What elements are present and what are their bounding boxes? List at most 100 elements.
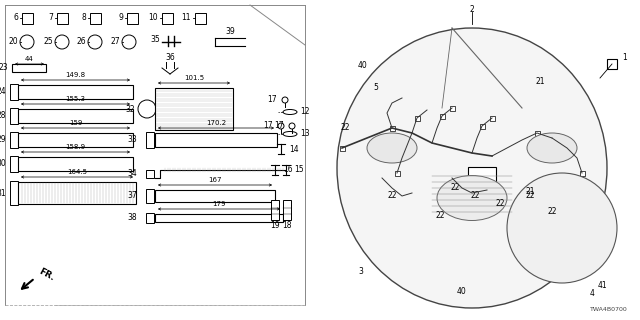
Ellipse shape — [283, 132, 297, 137]
Text: 3: 3 — [358, 268, 363, 276]
Circle shape — [55, 35, 69, 49]
Bar — [490, 116, 495, 121]
Text: 27: 27 — [110, 36, 120, 45]
Text: 18: 18 — [282, 221, 292, 230]
Text: 21: 21 — [525, 188, 535, 196]
Text: 37: 37 — [127, 191, 137, 201]
Bar — [415, 116, 419, 121]
Text: 35: 35 — [150, 36, 160, 44]
Text: 14: 14 — [289, 145, 299, 154]
Bar — [195, 12, 205, 23]
Text: 5: 5 — [373, 83, 378, 92]
Text: 25: 25 — [44, 36, 53, 45]
Bar — [146, 213, 154, 223]
Bar — [18, 157, 133, 171]
Text: 39: 39 — [225, 28, 235, 36]
Ellipse shape — [437, 175, 507, 220]
Bar — [146, 170, 154, 178]
Text: 6: 6 — [13, 12, 18, 21]
Text: 20: 20 — [8, 36, 18, 45]
Text: 17: 17 — [275, 122, 284, 131]
Text: 12: 12 — [300, 108, 310, 116]
Bar — [18, 133, 133, 147]
Text: 16: 16 — [283, 165, 292, 174]
Text: 21: 21 — [535, 77, 545, 86]
Bar — [271, 200, 279, 220]
Text: 22: 22 — [495, 199, 505, 209]
Circle shape — [289, 123, 295, 129]
Text: 31: 31 — [0, 188, 6, 197]
Bar — [468, 167, 496, 189]
Text: 40: 40 — [358, 61, 368, 70]
Text: 10: 10 — [148, 12, 158, 21]
Text: 22: 22 — [451, 183, 460, 193]
Bar — [146, 132, 154, 148]
Ellipse shape — [367, 133, 417, 163]
Text: 11: 11 — [182, 12, 191, 21]
Bar — [479, 124, 484, 129]
Text: 15: 15 — [294, 165, 303, 174]
Bar — [146, 189, 154, 203]
Text: 2: 2 — [470, 5, 474, 14]
Bar — [155, 88, 233, 130]
Text: 34: 34 — [127, 170, 137, 179]
Bar — [283, 200, 291, 220]
Text: 22: 22 — [340, 124, 349, 132]
Bar — [155, 133, 277, 147]
Bar — [550, 135, 554, 140]
Text: 17: 17 — [268, 95, 277, 105]
Text: 7: 7 — [48, 12, 53, 21]
Circle shape — [507, 173, 617, 283]
Bar — [534, 131, 540, 135]
Bar — [449, 106, 454, 110]
Bar — [12, 64, 46, 72]
Text: 38: 38 — [127, 213, 137, 222]
Text: 4: 4 — [590, 289, 595, 298]
Ellipse shape — [337, 28, 607, 308]
Bar — [56, 12, 67, 23]
Text: 22: 22 — [387, 191, 397, 201]
Text: 22: 22 — [470, 191, 480, 201]
Text: 13: 13 — [300, 130, 310, 139]
Bar — [394, 171, 399, 175]
Ellipse shape — [527, 133, 577, 163]
Text: 179: 179 — [212, 201, 226, 207]
Text: FR.: FR. — [37, 267, 56, 283]
Bar — [18, 182, 136, 204]
Text: 26: 26 — [76, 36, 86, 45]
Bar — [10, 84, 18, 100]
Text: 29: 29 — [0, 135, 6, 145]
Text: 28: 28 — [0, 111, 6, 121]
Bar — [607, 59, 617, 69]
Text: 41: 41 — [598, 281, 607, 290]
Text: 44: 44 — [24, 56, 33, 62]
Circle shape — [282, 97, 288, 103]
Bar — [18, 109, 133, 123]
Text: 149.8: 149.8 — [65, 72, 86, 78]
Bar — [155, 214, 283, 222]
Text: 40: 40 — [457, 287, 467, 297]
Text: 36: 36 — [165, 53, 175, 62]
Text: 159: 159 — [69, 120, 82, 126]
Text: 158.9: 158.9 — [65, 144, 86, 150]
Bar — [155, 190, 275, 202]
Ellipse shape — [283, 109, 297, 115]
Text: 24: 24 — [0, 87, 6, 97]
Bar — [10, 181, 18, 205]
Text: 170.2: 170.2 — [206, 120, 226, 126]
Bar — [440, 114, 445, 118]
Bar — [161, 12, 173, 23]
Text: 164.5: 164.5 — [67, 169, 87, 175]
Bar — [339, 146, 344, 150]
Text: 8: 8 — [81, 12, 86, 21]
Circle shape — [278, 123, 284, 129]
Text: 9: 9 — [118, 12, 123, 21]
Bar — [579, 171, 584, 175]
Bar — [10, 132, 18, 148]
Bar — [10, 108, 18, 124]
Bar — [22, 12, 33, 23]
Text: 19: 19 — [270, 221, 280, 230]
Bar — [10, 156, 18, 172]
Bar — [390, 125, 394, 131]
Text: 167: 167 — [208, 177, 221, 183]
